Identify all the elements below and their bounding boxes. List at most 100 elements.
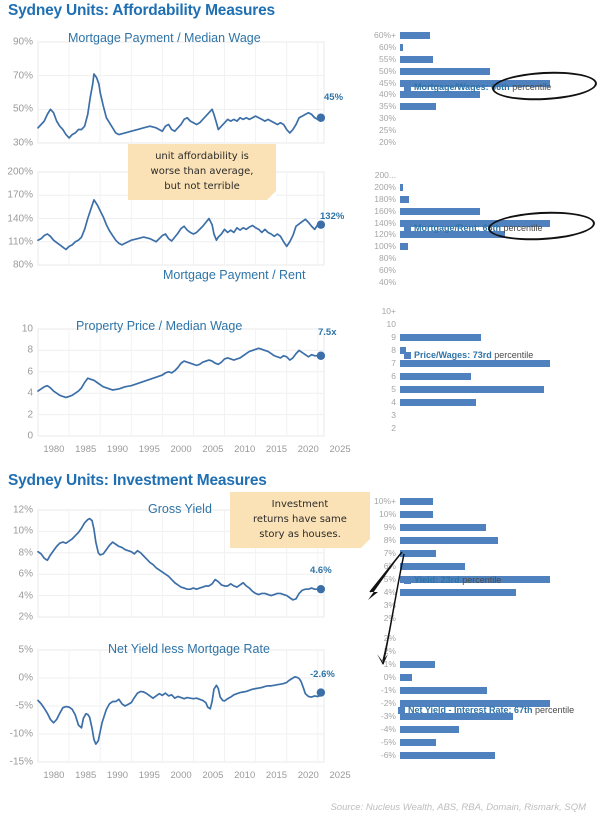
endlabel-price-wage: 7.5x [318,327,337,338]
hist-category-label: -2% [380,698,396,708]
hist-note-bold-mortgage-rent: Mortgage/Rent: 65th [414,223,502,233]
hist-note-bold-gross-yield: Yield: 23rd [414,575,460,585]
gross-yield-plot [37,509,326,618]
xtick-label: 2010 [234,770,256,781]
ytick-label: 0% [18,672,33,684]
chart-title-net-yield: Net Yield less Mortgage Rate [108,642,270,656]
xtick-label: 2015 [265,444,288,455]
hist-net-yield: 2% 2% 1% 0% -1% -2% -3% -4% -5% -6% [368,632,593,762]
hist-category-label: 200... [374,170,396,181]
hist-bar [400,661,435,668]
hist-category-label: -1% [380,685,396,695]
hist-row: 80% [368,254,593,263]
hist-bar [400,103,436,111]
endlabel-mortgage-wage: 45% [324,92,344,103]
hist-row: 40% [368,276,593,287]
xtick-label: 2005 [202,770,224,781]
hist-bar [400,700,550,707]
callout-affordability-line1: unit affordability is [155,151,249,162]
xtick-label: 1985 [75,444,97,455]
hist-row: 1% [368,660,593,669]
ytick-label: 10% [12,525,33,537]
hist-bar [400,687,487,694]
chart-gross-yield: Gross Yield 4.6% 2% 4% 6% 8% 10% 12% [13,498,348,623]
hist-category-label: 2% [383,646,396,656]
chart-title-mortgage-rent: Mortgage Payment / Rent [163,268,306,282]
hist-note-price-wage: Price/Wages: 73rd percentile [404,350,533,360]
hist-category-label: 140% [374,217,396,228]
xtick-label: 2015 [265,770,288,781]
net-yield-plot [37,649,326,763]
hist-note-tail-gross-yield: percentile [459,575,502,585]
callout-investment-line3: story as houses. [259,529,341,540]
callout-fold-icon-2 [361,539,370,548]
hist-bar [400,713,513,720]
xtick-label: 1980 [43,770,65,781]
hist-bar [400,219,550,227]
hist-category-label: 40% [378,276,396,287]
mortgage-wage-plot [37,41,326,144]
hist-row: -5% [368,738,593,747]
hist-bar [400,243,408,251]
chart-title-price-wage: Property Price / Median Wage [76,319,243,333]
callout-investment-line1: Investment [271,499,329,510]
xtick-label: 2020 [297,770,319,781]
hist-bar [400,91,480,99]
price-wage-plot [37,328,326,437]
hist-category-label: 80% [378,253,396,263]
hist-bar [400,196,409,203]
hist-category-label: 20% [378,136,396,147]
hist-note-tail-mortgage-rent: percentile [501,223,543,233]
legend-swatch-gross-yield [404,577,411,585]
section-title-investment: Sydney Units: Investment Measures [8,472,267,489]
hist-note-tail-net-yield: percentile [532,705,575,715]
hist-bar [400,56,433,63]
hist-row: -1% [368,686,593,695]
chart-title-gross-yield: Gross Yield [148,502,212,516]
hist-category-label: 50% [378,65,396,76]
xtick-label: 2025 [329,444,351,455]
hist-category-label: 4% [383,587,396,597]
hist-category-label: -4% [380,724,396,734]
hist-bar [400,498,433,505]
hist-category-label: 60% [378,264,396,275]
hist-row: 140% [368,217,593,228]
hist-row: 4% [368,588,593,597]
ytick-label: 70% [12,70,33,82]
xaxis-investment: 1980 1985 1990 1995 2000 2005 2010 2015 2020 2025 [38,770,356,781]
callout-affordability: unit affordability is worse than average… [128,144,276,200]
hist-category-label: 160% [374,205,396,216]
hist-bar [400,576,550,583]
xtick-label: 1995 [138,770,160,781]
hist-note-bold-net-yield: Net Yield - Interest Rate: 67th [408,705,533,715]
hist-row: 10%+ [368,497,593,506]
hist-bar [400,44,403,52]
chart-mortgage-wage: Mortgage Payment / Median Wage 45% 30% 50… [13,30,348,149]
hist-category-label: 100% [374,241,396,252]
hist-row: 160% [368,205,593,216]
ytick-label: 8 [27,344,33,356]
endlabel-mortgage-rent: 132% [320,211,345,222]
hist-category-label: 1% [383,659,396,669]
hist-bar [400,726,459,733]
hist-category-label: 120% [374,229,396,240]
ytick-label: 5% [18,644,33,656]
endlabel-net-yield: -2.6% [310,669,335,680]
ytick-label: 140% [7,213,33,224]
hist-row: 2% [368,647,593,656]
hist-row: 5% [368,575,593,584]
hist-row: 2 [368,424,593,433]
hist-row: 0% [368,673,593,682]
hist-bar [400,399,476,406]
hist-row: 120% [368,230,593,239]
hist-row: 100% [368,242,593,251]
hist-row: 45% [368,78,593,88]
xtick-label: 2005 [202,444,224,455]
callout-fold-icon [267,191,276,200]
chart-price-wage: Property Price / Median Wage 7.5x 0 2 4 6 8 1… [22,315,348,442]
hist-row: 9 [368,333,593,342]
xtick-label: 1990 [106,444,129,455]
hist-category-label: 2 [391,423,396,433]
ytick-label: 90% [12,36,33,48]
hist-category-label: 55% [378,54,396,64]
